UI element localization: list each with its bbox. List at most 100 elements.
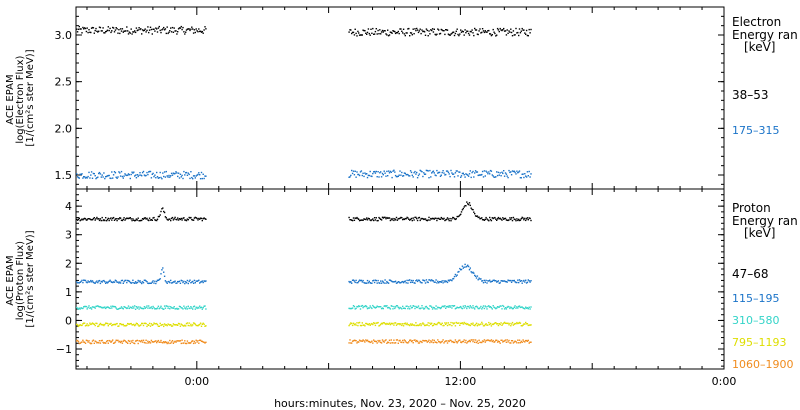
proton-point — [203, 305, 205, 307]
proton-point — [131, 281, 133, 284]
proton-point — [113, 305, 116, 308]
proton-point — [361, 219, 363, 221]
proton-point — [132, 339, 134, 342]
proton-point — [156, 324, 159, 326]
proton-point — [453, 305, 456, 307]
proton-point — [486, 324, 488, 326]
proton-point — [475, 215, 478, 217]
proton-point — [193, 340, 196, 343]
proton-point — [204, 218, 206, 220]
proton-point — [443, 217, 445, 220]
electron-point — [466, 173, 468, 176]
proton-point — [460, 305, 462, 308]
proton-point — [396, 339, 399, 341]
proton-point — [448, 219, 450, 222]
proton-point — [445, 306, 448, 308]
proton-point — [154, 323, 156, 325]
proton-point — [468, 339, 471, 342]
proton-point — [190, 282, 192, 284]
electron-point — [192, 32, 195, 34]
proton-point — [402, 339, 404, 342]
proton-point — [446, 342, 449, 344]
proton-point — [180, 217, 182, 220]
proton-point — [426, 281, 428, 283]
proton-point — [90, 308, 93, 310]
proton-point — [482, 340, 485, 343]
proton-point — [517, 219, 519, 222]
electron-point — [476, 171, 479, 173]
electron-point — [458, 171, 460, 173]
proton-point — [385, 282, 387, 284]
electron-point — [87, 31, 89, 34]
proton-point — [396, 323, 399, 325]
proton-point — [115, 323, 117, 325]
proton-point — [445, 280, 447, 282]
proton-point — [458, 322, 460, 324]
proton-point — [194, 323, 196, 325]
proton-point — [166, 342, 168, 345]
proton-point — [478, 216, 480, 218]
proton-point — [132, 218, 134, 220]
proton-point — [136, 219, 138, 221]
electron-point — [156, 28, 158, 30]
electron-point — [394, 174, 397, 177]
proton-point — [125, 341, 127, 343]
electron-point — [502, 172, 504, 175]
proton-point — [413, 324, 415, 326]
electron-point — [415, 29, 417, 32]
electron-point — [176, 172, 178, 174]
proton-point — [182, 281, 184, 284]
electron-point — [468, 34, 471, 36]
electron-point — [355, 32, 357, 35]
proton-point — [141, 281, 144, 283]
electron-point — [152, 172, 154, 175]
proton-point — [350, 281, 352, 283]
proton-point — [77, 340, 80, 343]
proton-point — [135, 218, 138, 220]
proton-point — [188, 280, 190, 283]
electron-point — [429, 33, 431, 35]
proton-point — [165, 281, 167, 283]
electron-point — [442, 30, 444, 32]
proton-point — [379, 324, 381, 327]
electron-point — [76, 176, 79, 178]
proton-point — [360, 324, 363, 327]
proton-point — [416, 217, 418, 220]
electron-point — [456, 28, 458, 30]
proton-point — [158, 307, 160, 310]
electron-point — [185, 31, 187, 33]
electron-point — [151, 33, 153, 35]
proton-point — [504, 339, 507, 341]
proton-point — [139, 340, 141, 342]
proton-point — [183, 280, 185, 283]
proton-point — [438, 282, 440, 284]
electron-point — [422, 175, 424, 178]
electron-point — [428, 177, 430, 179]
proton-point — [141, 322, 143, 325]
electron-point — [367, 174, 370, 177]
proton-point — [170, 219, 172, 222]
proton-point — [115, 339, 117, 341]
proton-point — [429, 279, 431, 281]
electron-point — [509, 171, 511, 174]
proton-point — [118, 282, 120, 284]
proton-point — [517, 322, 519, 325]
electron-point — [177, 172, 180, 174]
electron-point — [90, 31, 92, 34]
proton-point — [101, 216, 103, 219]
proton-point — [136, 323, 138, 325]
proton-point — [512, 216, 515, 219]
electron-point — [106, 175, 109, 177]
electron-point — [377, 29, 379, 32]
proton-point — [477, 323, 479, 325]
proton-point — [111, 219, 113, 221]
proton-point — [424, 306, 427, 308]
electron-point — [529, 32, 531, 34]
proton-point — [141, 339, 143, 342]
proton-point — [460, 341, 462, 343]
proton-point — [521, 325, 523, 327]
proton-point — [380, 219, 383, 221]
proton-point — [134, 324, 137, 326]
proton-point — [483, 325, 486, 327]
proton-point — [116, 322, 118, 325]
